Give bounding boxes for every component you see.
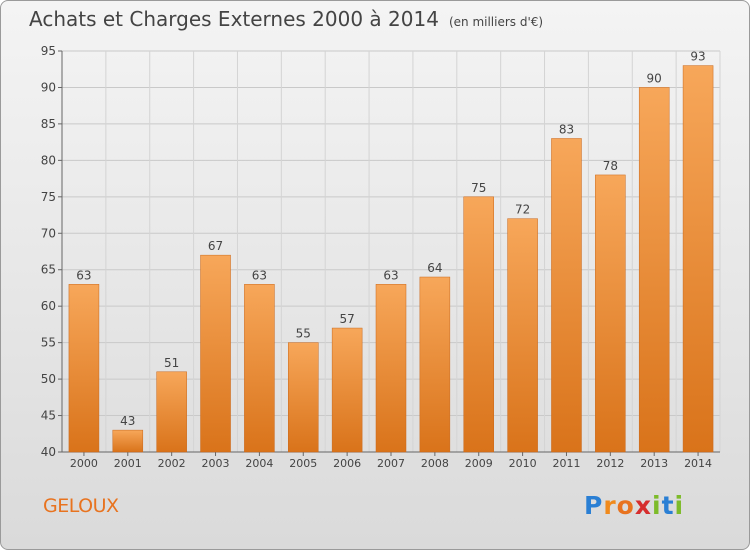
- y-tick-label: 80: [41, 153, 56, 167]
- unit-label: (en milliers d'€): [448, 15, 544, 29]
- x-tick-label-2004: 2004: [245, 457, 273, 470]
- x-tick-label-2001: 2001: [114, 457, 142, 470]
- x-tick-label-2007: 2007: [377, 457, 405, 470]
- y-tick-label: 90: [41, 80, 56, 94]
- data-label-2002: 51: [164, 356, 179, 370]
- data-label-2009: 75: [471, 181, 486, 195]
- tick-labels: 40 45 50 55 60 65 70 75 80 85 90 95 2000 2001 2002 2003…: [41, 44, 712, 470]
- y-tick-label: 95: [41, 44, 56, 58]
- x-tick-label-2012: 2012: [596, 457, 624, 470]
- x-tick-label-2003: 2003: [202, 457, 230, 470]
- data-label-2012: 78: [603, 159, 618, 173]
- x-tick-label-2011: 2011: [552, 457, 580, 470]
- data-label-2006: 57: [339, 312, 354, 326]
- data-label-2014: 93: [690, 50, 705, 64]
- bar-2009: [463, 196, 494, 453]
- data-label-2001: 43: [120, 414, 135, 428]
- x-tick-label-2013: 2013: [640, 457, 668, 470]
- data-label-2007: 63: [383, 268, 398, 282]
- chart-title: Achats et Charges Externes 2000 à 2014 (e…: [29, 7, 543, 31]
- bar-2002: [156, 371, 187, 453]
- bar-2006: [331, 327, 363, 453]
- bar-2001: [112, 429, 144, 453]
- data-label-2003: 67: [208, 239, 223, 253]
- data-label-2008: 64: [427, 261, 442, 275]
- y-tick-label: 50: [41, 372, 56, 386]
- title-text: Achats et Charges Externes 2000 à 2014: [29, 7, 439, 31]
- bars: [68, 65, 714, 453]
- data-label-2011: 83: [559, 122, 574, 136]
- y-tick-label: 55: [41, 336, 56, 350]
- data-label-2004: 63: [252, 268, 267, 282]
- x-tick-label-2010: 2010: [509, 457, 537, 470]
- data-labels: 63 43 51 67 63 55 57 63 64 75 72 83 78 90 93: [76, 50, 705, 429]
- x-tick-label-2005: 2005: [289, 457, 317, 470]
- y-tick-label: 65: [41, 263, 56, 277]
- bar-2004: [244, 284, 275, 453]
- data-label-2000: 63: [76, 268, 91, 282]
- x-tick-label-2000: 2000: [70, 457, 98, 470]
- data-label-2005: 55: [296, 327, 311, 341]
- y-tick-label: 85: [41, 117, 56, 131]
- bar-2014: [682, 65, 714, 453]
- bar-2005: [288, 342, 319, 453]
- proxiti-logo: Proxiti: [584, 491, 685, 520]
- bar-2011: [551, 138, 582, 453]
- data-label-2013: 90: [647, 71, 662, 85]
- y-tick-label: 40: [41, 445, 56, 459]
- y-tick-label: 70: [41, 226, 56, 240]
- bar-2007: [375, 284, 407, 453]
- y-tick-label: 45: [41, 409, 56, 423]
- x-tick-label-2014: 2014: [684, 457, 712, 470]
- x-tick-label-2009: 2009: [465, 457, 493, 470]
- bar-2008: [419, 276, 451, 453]
- bar-2003: [200, 254, 231, 453]
- bar-2010: [507, 218, 538, 453]
- bar-2000: [68, 284, 100, 453]
- data-label-2010: 72: [515, 203, 530, 217]
- x-tick-label-2002: 2002: [158, 457, 186, 470]
- commune-name: GELOUX: [43, 495, 119, 517]
- x-tick-label-2006: 2006: [333, 457, 361, 470]
- y-tick-label: 75: [41, 190, 56, 204]
- x-tick-label-2008: 2008: [421, 457, 449, 470]
- bar-2013: [638, 87, 670, 453]
- y-tick-label: 60: [41, 299, 56, 313]
- bar-2012: [595, 174, 626, 453]
